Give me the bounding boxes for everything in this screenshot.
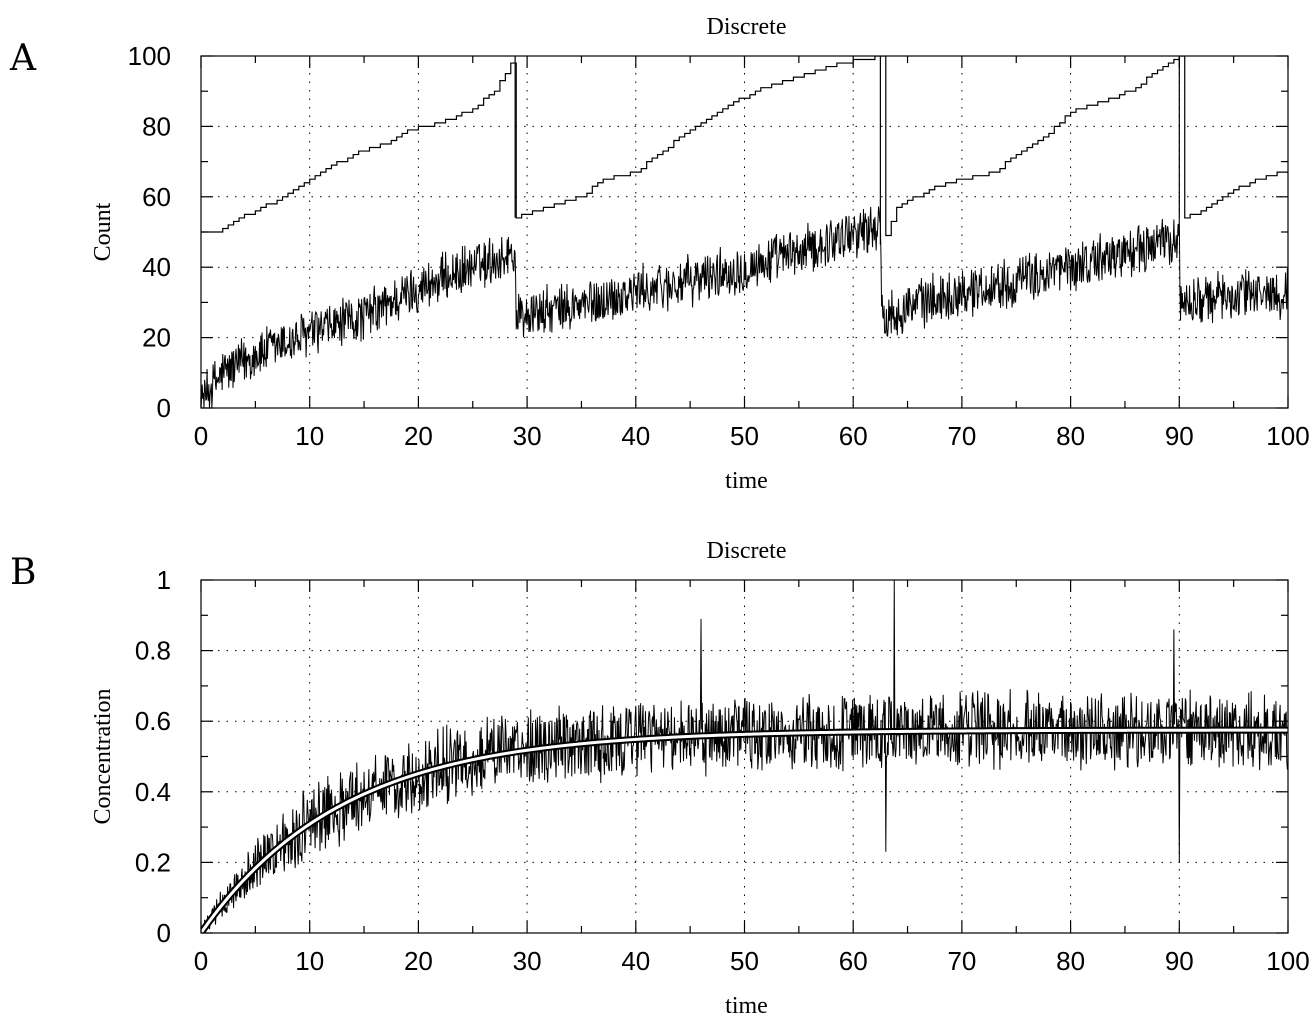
y-tick-label: 1: [157, 565, 171, 595]
series-noisy: [201, 206, 1288, 408]
x-tick-label: 60: [839, 421, 868, 451]
series-mean-outline: [201, 726, 1288, 933]
y-tick-label: 0.4: [135, 777, 171, 807]
y-axis-label: Count: [90, 202, 116, 261]
x-axis-label: time: [725, 993, 768, 1017]
series-mean-curve: [201, 728, 1288, 933]
series-staircase: [201, 56, 1288, 237]
x-tick-label: 90: [1165, 946, 1194, 976]
chart-panel-b: B Discrete 0 10 20 30 40 50 60 70 80 90 100 0 0.2 0.4 0.…: [10, 538, 1310, 1017]
x-tick-label: 80: [1056, 421, 1085, 451]
x-axis-label: time: [725, 468, 768, 494]
x-tick-label: 60: [839, 946, 868, 976]
chart-title: Discrete: [707, 538, 787, 564]
x-tick-label: 70: [947, 946, 976, 976]
ticks: [200, 579, 1289, 934]
y-tick-label: 100: [128, 41, 171, 71]
x-tick-label: 30: [513, 421, 542, 451]
x-tick-label: 70: [947, 421, 976, 451]
x-tick-label: 100: [1266, 946, 1309, 976]
x-tick-label: 0: [194, 946, 208, 976]
x-tick-label: 20: [404, 946, 433, 976]
x-tick-label: 30: [513, 946, 542, 976]
x-tick-label: 80: [1056, 946, 1085, 976]
y-tick-label: 0.6: [135, 706, 171, 736]
plot-frame: [200, 55, 1289, 409]
x-tick-label: 50: [730, 946, 759, 976]
plot-area: [201, 580, 1288, 933]
y-tick-label: 0.8: [135, 636, 171, 666]
ticks: [200, 55, 1289, 409]
grid-lines: [201, 580, 1288, 933]
x-tick-label: 10: [295, 946, 324, 976]
x-tick-label: 20: [404, 421, 433, 451]
x-tick-label: 10: [295, 421, 324, 451]
x-tick-label: 50: [730, 421, 759, 451]
x-tick-label: 100: [1266, 421, 1309, 451]
y-tick-label: 0: [157, 918, 171, 948]
x-tick-label: 40: [621, 421, 650, 451]
y-tick-label: 80: [142, 111, 171, 141]
plot-area: [201, 56, 1288, 408]
y-tick-label: 20: [142, 323, 171, 353]
panel-letter: A: [9, 38, 37, 79]
panel-letter: B: [10, 552, 36, 593]
grid-lines: [201, 56, 1288, 408]
chart-panel-a: A Discrete 0 10 20 30 40 50 60 70 80 90 100 0 20 40 60 80…: [9, 14, 1310, 494]
y-tick-label: 40: [142, 252, 171, 282]
y-tick-label: 0: [157, 393, 171, 423]
series-noisy: [201, 580, 1288, 933]
y-axis-label: Concentration: [90, 689, 116, 825]
plot-frame: [200, 579, 1289, 934]
x-tick-label: 90: [1165, 421, 1194, 451]
chart-title: Discrete: [707, 14, 787, 40]
x-tick-label: 0: [194, 421, 208, 451]
y-tick-label: 60: [142, 182, 171, 212]
y-tick-label: 0.2: [135, 847, 171, 877]
x-tick-label: 40: [621, 946, 650, 976]
